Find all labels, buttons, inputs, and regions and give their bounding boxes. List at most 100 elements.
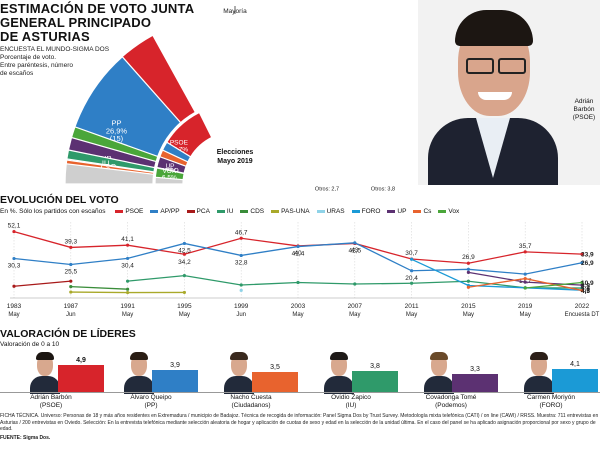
data-point-psoe	[182, 252, 186, 256]
data-point-up	[523, 280, 527, 284]
leader-photo	[524, 350, 554, 394]
leaders-chart: 4,9 Adrián Barbón (PSOE) 3,9 Álvaro Queipo (P…	[0, 342, 600, 410]
slice-label-text: VOX	[162, 168, 176, 175]
data-point-ap/pp	[296, 244, 300, 249]
footnote: FICHA TÉCNICA. Universo: Personas de 18 …	[0, 413, 600, 441]
data-point-ap/pp	[353, 241, 357, 245]
portrait-party: (PSOE)	[572, 114, 596, 121]
leader-bar	[452, 373, 498, 392]
data-point-vox	[523, 286, 527, 290]
slice-label-text: (2)	[165, 181, 173, 188]
legend-item-pca: PCA	[186, 208, 210, 215]
title-line: DE ASTURIAS	[0, 29, 90, 44]
leader-name-text: Álvaro Queipo	[130, 394, 172, 401]
data-point-ap/pp	[182, 241, 186, 246]
legend-item-foro: FORO	[351, 208, 380, 215]
legend-swatch	[115, 210, 124, 213]
leader-party-text: (Podemos)	[435, 402, 467, 409]
data-label: 30,3	[8, 263, 21, 270]
x-tick-label: 2007	[348, 303, 363, 310]
legend-swatch	[271, 210, 280, 213]
leader-body	[124, 376, 154, 394]
data-label: 26,9	[581, 260, 594, 267]
leader-hair	[230, 352, 248, 360]
majority-label: Mayoría	[223, 8, 247, 15]
legend-swatch	[316, 210, 325, 213]
series-line-pca	[13, 280, 71, 287]
legend-swatch	[438, 210, 447, 213]
x-tick-label: 2011	[405, 303, 419, 310]
leader-body	[424, 376, 454, 394]
data-label: 46,7	[235, 229, 248, 236]
x-tick-label: 2015	[461, 303, 476, 310]
election-label-otros: Otros: 2,7	[315, 186, 339, 191]
data-point-iu	[239, 283, 243, 287]
leader-body	[30, 376, 60, 394]
leader-name-text: Carmen Moriyón	[526, 394, 576, 401]
leader-photo	[424, 350, 454, 394]
survey-slice-otros	[64, 163, 155, 185]
leader-value-label: 3,9	[170, 362, 180, 370]
data-label: 39,3	[64, 238, 77, 245]
legend-item-up: UP	[387, 208, 406, 215]
legend-label: UP	[397, 208, 407, 215]
leader-hair	[430, 352, 448, 360]
footnote-source: FUENTE: Sigma Dos.	[0, 434, 51, 441]
x-tick-label: 2003	[291, 303, 306, 310]
center-label-line2: Mayo 2019	[217, 158, 253, 165]
data-label: 40	[294, 250, 302, 257]
leader-party-text: (PSOE)	[39, 402, 63, 409]
leader-value-label: 4,9	[76, 356, 86, 364]
x-tick-sublabel: Jun	[236, 312, 246, 318]
leader-hair	[530, 352, 548, 360]
data-point-iu	[182, 274, 186, 278]
leader-party-text: (IU)	[345, 402, 357, 409]
hemicycle-chart: PSOE33,9%(19)PP26,9%(15)VOX10,9%(4)UP8,8…	[64, 6, 395, 191]
subtitle-line: Entre paréntesis, número	[0, 62, 73, 69]
leader-bar	[352, 370, 398, 392]
data-point-psoe	[126, 243, 130, 247]
legend-label: IU	[226, 208, 234, 215]
leader-body	[324, 376, 354, 394]
data-point-ap/pp	[410, 269, 414, 273]
legend-swatch	[216, 210, 225, 213]
data-label: 6,4	[581, 286, 590, 293]
data-label: 26,9	[462, 254, 475, 261]
slice-label-text: PP	[111, 118, 121, 127]
leader-value-label: 3,8	[370, 362, 380, 370]
data-label: 25,5	[64, 268, 77, 275]
leaders-section-title: VALORACIÓN DE LÍDERES	[0, 328, 136, 340]
leader-name: Álvaro Queipo (PP)	[104, 394, 198, 410]
x-tick-label: 2019	[518, 303, 533, 310]
data-point-ap/pp	[69, 262, 73, 267]
legend-item-uras: URAS	[316, 208, 345, 215]
x-tick-label: 1999	[234, 303, 249, 310]
subtitle-line: de escaños	[0, 70, 34, 77]
glasses-icon	[498, 58, 526, 74]
leader-photo	[124, 350, 154, 394]
leader-column: 4,9 Adrián Barbón (PSOE)	[4, 342, 104, 410]
leader-name: Adrián Barbón (PSOE)	[4, 394, 98, 410]
subtitle-line: Porcentaje de voto.	[0, 54, 57, 61]
chart-subtitle: ENCUESTA EL MUNDO-SIGMA DOS Porcentaje d…	[0, 46, 109, 78]
data-point-iu	[353, 282, 357, 286]
legend-label: PAS-UNA	[281, 208, 310, 215]
leader-hair	[330, 352, 348, 360]
leader-party-text: (Ciudadanos)	[231, 402, 271, 409]
x-tick-sublabel: May	[406, 312, 417, 318]
data-point-cs	[523, 276, 527, 281]
evolution-note: En %. Sólo los partidos con escaños	[0, 208, 106, 215]
data-label: 33,9	[581, 252, 594, 259]
leader-name-text: Nacho Cuesta	[230, 394, 272, 401]
data-point-ap/pp	[466, 267, 470, 271]
leader-body	[524, 376, 554, 394]
legend-item-cs: Cs	[413, 208, 431, 215]
election-slice-otros	[154, 176, 184, 185]
data-point-up	[466, 270, 470, 274]
series-line-foro	[411, 258, 583, 291]
survey-label-otros: Otros: 3,8	[371, 187, 395, 191]
data-label: 41,1	[121, 236, 134, 243]
data-point-psoe	[466, 261, 470, 265]
data-label: 41,4	[292, 251, 305, 258]
portrait-smile	[478, 92, 512, 100]
